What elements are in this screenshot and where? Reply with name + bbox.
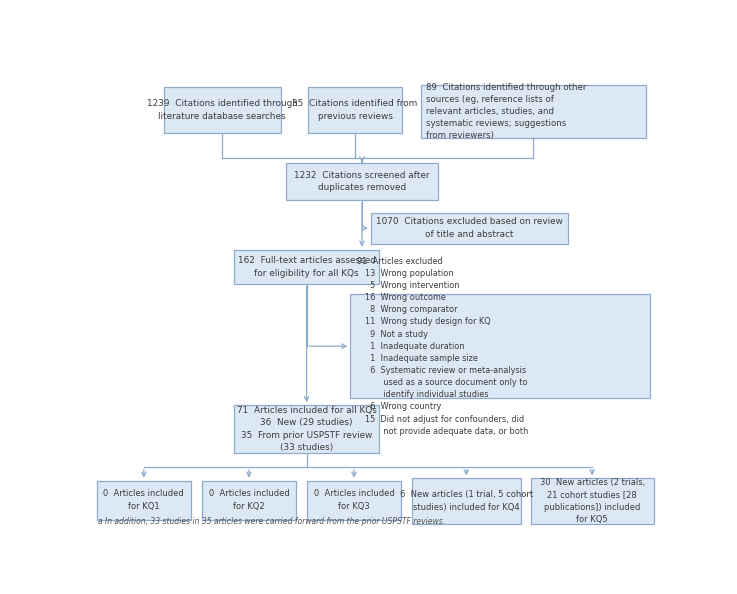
FancyBboxPatch shape <box>421 85 646 138</box>
Text: 1239  Citations identified through
literature database searches: 1239 Citations identified through litera… <box>147 99 298 121</box>
FancyBboxPatch shape <box>234 405 380 453</box>
Text: a In addition, 33 studies in 35 articles were carried forward from the prior USP: a In addition, 33 studies in 35 articles… <box>98 517 445 526</box>
Text: 162  Full-text articles assessed
for eligibility for all KQs: 162 Full-text articles assessed for elig… <box>237 256 376 277</box>
Text: 0  Articles included
for KQ2: 0 Articles included for KQ2 <box>209 489 290 511</box>
Text: 1070  Citations excluded based on review
of title and abstract: 1070 Citations excluded based on review … <box>376 217 563 239</box>
FancyBboxPatch shape <box>412 478 520 524</box>
Text: 71  Articles included for all KQs
36  New (29 studies)
35  From prior USPSTF rev: 71 Articles included for all KQs 36 New … <box>237 406 377 453</box>
Text: 0  Articles included
for KQ3: 0 Articles included for KQ3 <box>314 489 394 511</box>
FancyBboxPatch shape <box>287 163 438 200</box>
FancyBboxPatch shape <box>202 481 296 520</box>
Text: 91  Articles excluded
   13  Wrong population
     5  Wrong intervention
   16  : 91 Articles excluded 13 Wrong population… <box>357 257 528 436</box>
Text: 0  Articles included
for KQ1: 0 Articles included for KQ1 <box>103 489 184 511</box>
FancyBboxPatch shape <box>308 87 402 133</box>
FancyBboxPatch shape <box>97 481 191 520</box>
FancyBboxPatch shape <box>164 87 281 133</box>
Text: 1232  Citations screened after
duplicates removed: 1232 Citations screened after duplicates… <box>294 170 430 192</box>
Text: 6  New articles (1 trial, 5 cohort
studies) included for KQ4: 6 New articles (1 trial, 5 cohort studie… <box>399 491 533 512</box>
FancyBboxPatch shape <box>531 478 654 524</box>
FancyBboxPatch shape <box>371 213 568 244</box>
Text: 30  New articles (2 trials,
21 cohort studies [28
publications]) included
for KQ: 30 New articles (2 trials, 21 cohort stu… <box>539 478 645 525</box>
Text: 89  Citations identified through other
sources (eg, reference lists of
relevant : 89 Citations identified through other so… <box>426 83 587 140</box>
FancyBboxPatch shape <box>307 481 401 520</box>
FancyBboxPatch shape <box>234 249 380 284</box>
FancyBboxPatch shape <box>350 294 650 399</box>
Text: 35  Citations identified from
previous reviews: 35 Citations identified from previous re… <box>293 99 418 121</box>
